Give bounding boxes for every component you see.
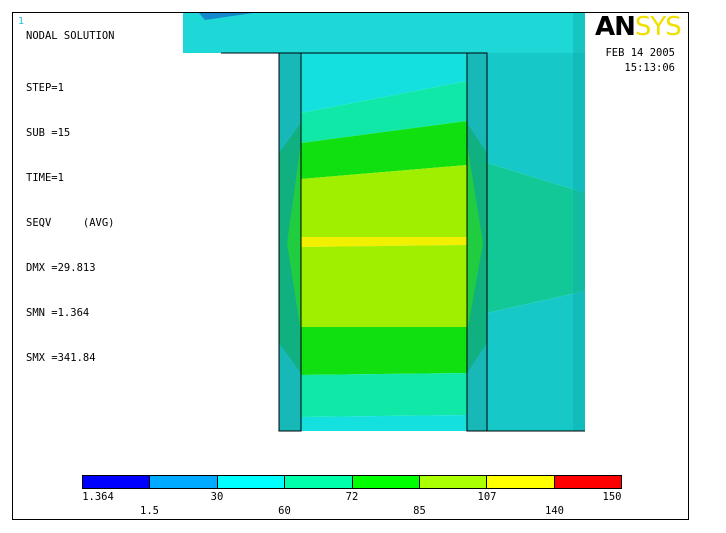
time-stamp: 15:13:06 [624, 62, 675, 74]
legend-label-bottom: 1.5 [140, 505, 159, 517]
logo-sys: SYS [634, 12, 682, 42]
wall-left-hot [287, 143, 301, 333]
info-dmx: DMX =29.813 [26, 262, 96, 274]
legend-swatch [487, 476, 555, 488]
flange-corner [199, 13, 253, 20]
wall-right-hot [467, 143, 483, 333]
legend-swatch [419, 476, 488, 488]
core-band-8 [301, 373, 467, 417]
legend-color-bar [82, 475, 622, 489]
core-band-7 [301, 327, 467, 375]
outer-body-right-lower [487, 291, 585, 431]
info-time: TIME=1 [26, 172, 64, 184]
outer-band-right [487, 163, 585, 313]
legend-label-top: 1.364 [82, 491, 114, 503]
graphics-window[interactable]: 1 NODAL SOLUTION STEP=1 SUB =15 TIME=1 S… [12, 12, 689, 520]
info-seqv: SEQV (AVG) [26, 217, 115, 229]
legend-label-bottom: 85 [413, 505, 426, 517]
outer-body-right [487, 53, 585, 193]
info-sub: SUB =15 [26, 127, 71, 139]
ansys-logo: ANSYS [595, 12, 682, 42]
contour-plot[interactable] [13, 13, 689, 520]
outer-edge-shade [573, 13, 585, 431]
window-number: 1 [18, 16, 25, 27]
legend-swatch [554, 476, 621, 488]
core-band-9 [301, 415, 467, 431]
plot-title: NODAL SOLUTION [26, 30, 115, 42]
info-step: STEP=1 [26, 82, 64, 94]
legend-label-top: 107 [477, 491, 497, 503]
info-smx: SMX =341.84 [26, 352, 96, 364]
info-smn: SMN =1.364 [26, 307, 90, 319]
legend-label-bottom: 60 [278, 505, 291, 517]
solution-info: STEP=1 SUB =15 TIME=1 SEQV (AVG) DMX =29… [26, 51, 115, 396]
contour-legend: 1.364 30 72 107 150 1.5 60 85 140 [82, 475, 622, 519]
legend-swatch [352, 476, 420, 488]
legend-label-top: 72 [345, 491, 359, 503]
legend-label-bottom: 140 [545, 505, 564, 517]
legend-label-top: 30 [210, 491, 224, 503]
core-band-5 [301, 237, 467, 247]
core-band-4 [301, 165, 467, 239]
legend-swatch [83, 476, 151, 488]
core-band-2 [301, 81, 467, 143]
core-band-6 [301, 245, 467, 327]
core-band-1 [301, 53, 467, 113]
legend-label-top: 150 [602, 491, 622, 503]
legend-swatch [285, 476, 353, 488]
date-stamp: FEB 14 2005 [605, 47, 675, 59]
logo-an: AN [595, 12, 636, 42]
core-band-3 [301, 121, 467, 179]
flange-top [183, 13, 585, 53]
legend-swatch [150, 476, 218, 488]
legend-swatch [217, 476, 286, 488]
